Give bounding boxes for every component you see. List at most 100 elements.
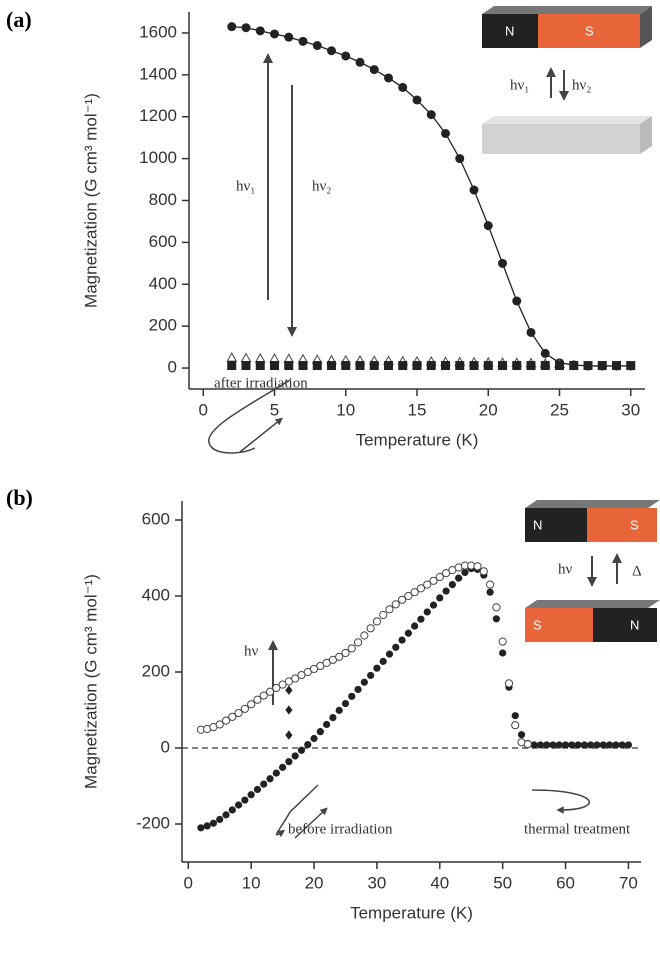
data-point <box>455 574 463 582</box>
data-point <box>423 580 432 589</box>
x-axis-label: Temperature (K) <box>350 903 473 922</box>
data-point <box>599 741 607 749</box>
data-point <box>327 46 336 56</box>
data-point <box>260 780 268 788</box>
panel-label: (a) <box>6 7 32 32</box>
data-point <box>247 791 255 799</box>
annotation: hν₂ <box>572 77 592 93</box>
y-tick-label: 1200 <box>139 106 177 125</box>
data-point <box>269 353 280 363</box>
data-point <box>247 700 256 709</box>
data-point <box>372 617 382 626</box>
data-point <box>526 361 536 371</box>
data-point <box>255 361 265 371</box>
panel-label: (b) <box>6 485 33 510</box>
data-point <box>284 32 294 42</box>
data-point <box>272 683 281 693</box>
data-point <box>618 741 626 749</box>
arrow <box>239 417 283 453</box>
data-point <box>435 572 444 582</box>
data-point <box>583 361 593 371</box>
data-point <box>473 562 482 571</box>
data-point <box>626 361 636 371</box>
data-point <box>234 708 243 718</box>
data-point <box>270 361 279 371</box>
y-tick-label: 1600 <box>139 22 177 41</box>
data-point <box>561 741 570 749</box>
data-point <box>540 361 550 371</box>
data-point <box>285 758 293 766</box>
data-point <box>461 568 469 577</box>
y-tick-label: 600 <box>149 232 177 251</box>
data-point <box>512 296 522 306</box>
data-point <box>240 704 249 713</box>
magnet-pole: N <box>533 517 542 532</box>
data-point <box>285 705 293 715</box>
data-point <box>540 348 550 358</box>
data-point <box>569 361 579 371</box>
arrow <box>207 379 291 454</box>
y-tick-label: 800 <box>149 190 177 209</box>
data-point <box>197 824 205 832</box>
data-point <box>568 741 576 749</box>
data-point <box>335 706 343 714</box>
x-tick-label: 10 <box>242 873 261 892</box>
data-point <box>455 154 465 164</box>
data-point <box>404 629 412 637</box>
data-point <box>241 796 249 804</box>
annotation: Δ <box>632 563 642 579</box>
data-point <box>298 361 308 371</box>
data-point <box>284 361 294 371</box>
data-point <box>485 580 495 589</box>
data-point <box>612 361 621 371</box>
x-tick-label: 10 <box>336 400 355 419</box>
arrow <box>275 784 319 838</box>
data-point <box>412 361 422 371</box>
data-point <box>530 741 538 749</box>
data-point <box>323 720 331 729</box>
data-point <box>369 361 379 371</box>
data-point <box>498 361 507 371</box>
data-point <box>228 712 237 721</box>
x-tick-label: 0 <box>184 873 193 892</box>
data-point <box>341 699 350 708</box>
y-axis-label: Magnetization (G cm³ mol⁻¹) <box>81 93 100 308</box>
data-point <box>511 712 519 720</box>
data-point <box>253 695 262 704</box>
y-tick-label: 600 <box>142 509 170 528</box>
data-point <box>384 73 393 83</box>
data-point <box>226 352 238 362</box>
data-point <box>227 22 237 32</box>
data-point <box>285 730 293 740</box>
y-tick-label: 1400 <box>139 64 177 83</box>
annotation: hν <box>244 643 259 659</box>
y-tick-label: 200 <box>149 316 177 335</box>
data-point <box>327 361 336 371</box>
data-point <box>255 26 265 36</box>
data-point <box>498 637 507 646</box>
data-point <box>228 806 236 814</box>
data-point <box>265 687 275 696</box>
data-point <box>384 361 393 371</box>
panel-a: (a) hν₁ hν₂ N S hν₁ hν₂ 0200400600800100… <box>6 6 652 449</box>
data-point <box>366 624 375 633</box>
data-point <box>304 740 312 749</box>
arrow <box>294 807 328 839</box>
magnet-pole: N <box>505 23 514 38</box>
data-point <box>448 581 456 589</box>
x-tick-label: 20 <box>479 400 498 419</box>
data-point <box>423 608 431 616</box>
data-point <box>347 644 356 653</box>
data-point <box>360 678 368 686</box>
data-point <box>426 361 436 371</box>
data-point <box>312 361 322 371</box>
data-point <box>355 361 365 371</box>
data-point <box>369 65 379 75</box>
data-point <box>504 679 514 688</box>
x-tick-label: 20 <box>305 873 324 892</box>
data-point <box>543 741 551 749</box>
data-point <box>221 716 231 725</box>
annotation: hν₁ <box>510 77 530 93</box>
data-point <box>215 720 224 729</box>
